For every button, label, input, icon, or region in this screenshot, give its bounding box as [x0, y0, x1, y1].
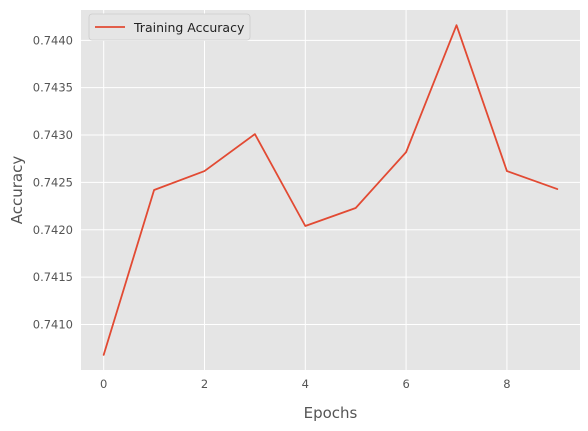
y-axis-label: Accuracy: [8, 156, 26, 225]
series-line-training-accuracy: [102, 24, 559, 356]
x-tick-label: 6: [402, 377, 409, 391]
x-tick-label: 4: [302, 377, 309, 391]
y-tick-label: 0.7440: [33, 33, 73, 47]
series-lines: [102, 24, 559, 356]
legend-box: [88, 13, 251, 41]
y-tick-label: 0.7410: [33, 318, 73, 332]
y-tick-label: 0.7425: [33, 175, 73, 189]
x-tick-label: 2: [201, 377, 208, 391]
plot-background: [81, 10, 580, 370]
y-tick-label: 0.7430: [33, 128, 73, 142]
y-tick-label: 0.7435: [33, 81, 73, 95]
y-tick-label: 0.7420: [33, 223, 73, 237]
legend-series-label: Training Accuracy: [133, 20, 245, 35]
x-axis-label: Epochs: [304, 404, 358, 422]
x-tick-label: 0: [100, 377, 107, 391]
y-tick-label: 0.7415: [33, 270, 73, 284]
x-tick-label: 8: [503, 377, 510, 391]
grid-lines: [81, 10, 580, 370]
tick-labels: 0 2 4 6 8 0.7410 0.7415 0.7420 0.7425 0.7430 0.743…: [33, 33, 511, 391]
legend: Training Accuracy: [88, 13, 251, 41]
